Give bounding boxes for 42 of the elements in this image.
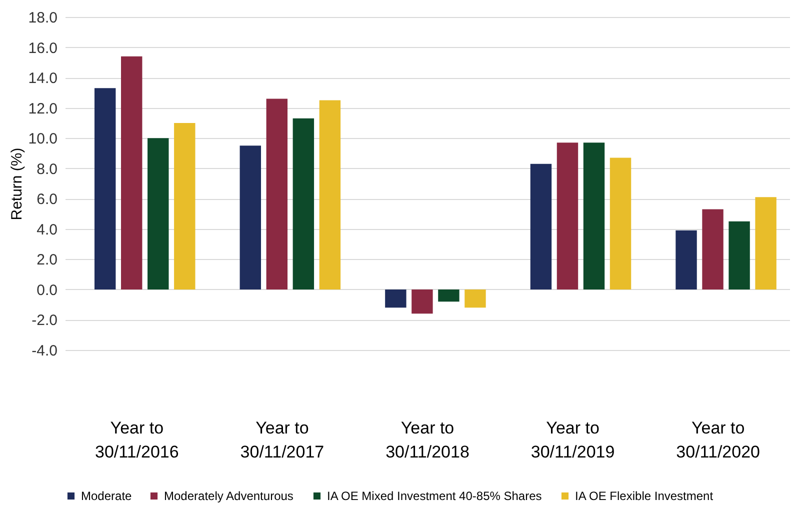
legend-label: Moderate (81, 489, 132, 503)
y-tick-label: 12.0 (28, 100, 58, 118)
x-tick-label: Year to 30/11/2018 (386, 418, 470, 462)
y-tick-label: -4.0 (32, 342, 58, 360)
y-tick-label: 10.0 (28, 130, 58, 148)
y-tick-label: 2.0 (36, 252, 58, 269)
bar (464, 289, 486, 308)
bar (556, 142, 578, 290)
y-tick-label: 6.0 (36, 191, 58, 208)
y-axis-title: Return (%) (8, 148, 26, 220)
bar (438, 289, 460, 302)
y-tick-label: 16.0 (28, 40, 58, 57)
bar (583, 142, 605, 290)
bar (148, 138, 169, 290)
bar (266, 98, 288, 290)
y-tick-label: -2.0 (32, 312, 58, 330)
x-tick-label: Year to 30/11/2019 (530, 418, 615, 462)
bar (385, 289, 406, 308)
bar (676, 230, 697, 290)
y-tick-label: 14.0 (28, 70, 58, 88)
bar (174, 122, 196, 290)
bar (240, 146, 261, 290)
y-tick-label: 8.0 (36, 160, 58, 178)
legend-label: IA OE Flexible Investment (575, 489, 714, 503)
bar (530, 164, 552, 290)
bar (702, 209, 724, 290)
bar (292, 118, 314, 290)
bar (121, 56, 142, 290)
x-tick-label: Year to 30/11/2017 (240, 418, 324, 462)
y-tick-label: 18.0 (28, 10, 58, 26)
x-tick-label: Year to 30/11/2020 (676, 418, 760, 462)
bar (728, 221, 750, 290)
y-tick-label: 0.0 (36, 282, 58, 299)
x-tick-label: Year to 30/11/2016 (95, 418, 179, 462)
bar (755, 197, 776, 290)
bar (412, 289, 433, 314)
legend-label: Moderately Adventurous (164, 489, 294, 503)
bar (319, 100, 341, 290)
y-tick-label: 4.0 (36, 221, 58, 238)
bar (94, 88, 116, 290)
legend-label: IA OE Mixed Investment 40-85% Shares (327, 489, 542, 503)
bar (610, 158, 632, 290)
